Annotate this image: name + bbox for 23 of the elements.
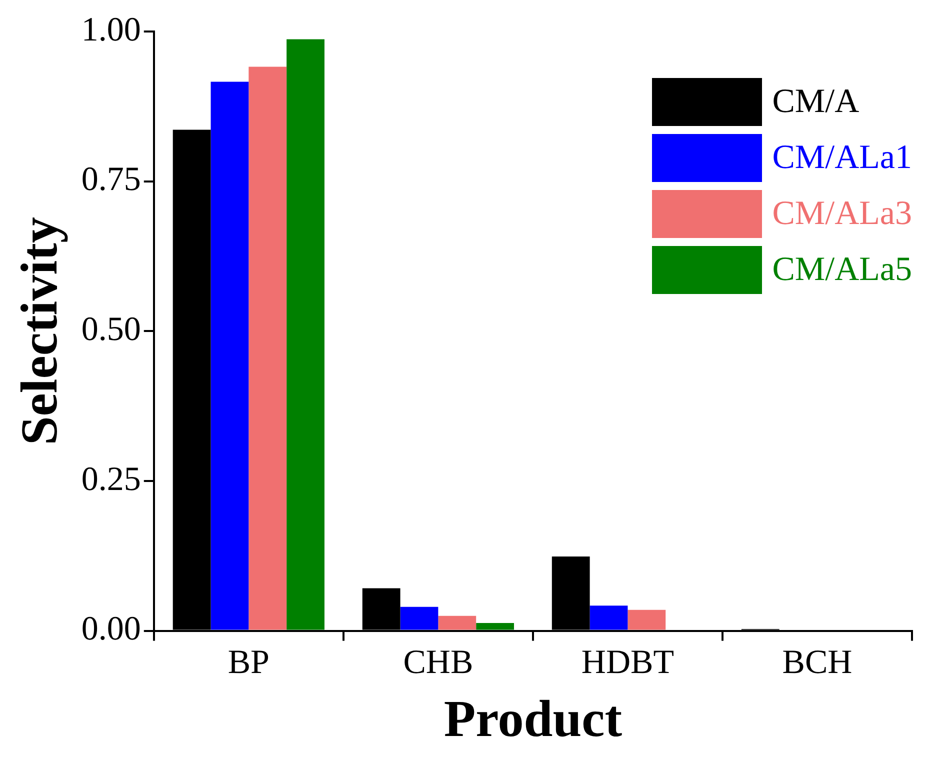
bar (590, 606, 628, 630)
legend-label: CM/ALa1 (772, 139, 912, 177)
x-axis-title: Product (444, 691, 623, 748)
legend-label: CM/A (772, 83, 860, 121)
bar (210, 82, 249, 630)
legend-label: CM/ALa5 (772, 251, 912, 289)
y-tick-label: 0.25 (81, 460, 141, 498)
bar (628, 610, 666, 630)
y-tick-label: 1.00 (81, 11, 141, 48)
legend-label: CM/ALa3 (772, 195, 912, 233)
y-tick-label: 0.75 (81, 161, 141, 198)
x-tick-label: BP (228, 644, 270, 682)
bar (438, 616, 476, 630)
bar (400, 606, 438, 630)
bar (476, 623, 514, 630)
y-tick-label: 0.00 (81, 610, 141, 648)
bar (248, 66, 287, 630)
x-tick-label: HDBT (581, 644, 674, 682)
x-tick-label: CHB (403, 644, 474, 682)
y-tick-label: 0.50 (81, 311, 141, 348)
bar (286, 39, 324, 630)
x-tick-label: BCH (782, 644, 852, 682)
y-axis-title: Selectivity (12, 217, 69, 446)
